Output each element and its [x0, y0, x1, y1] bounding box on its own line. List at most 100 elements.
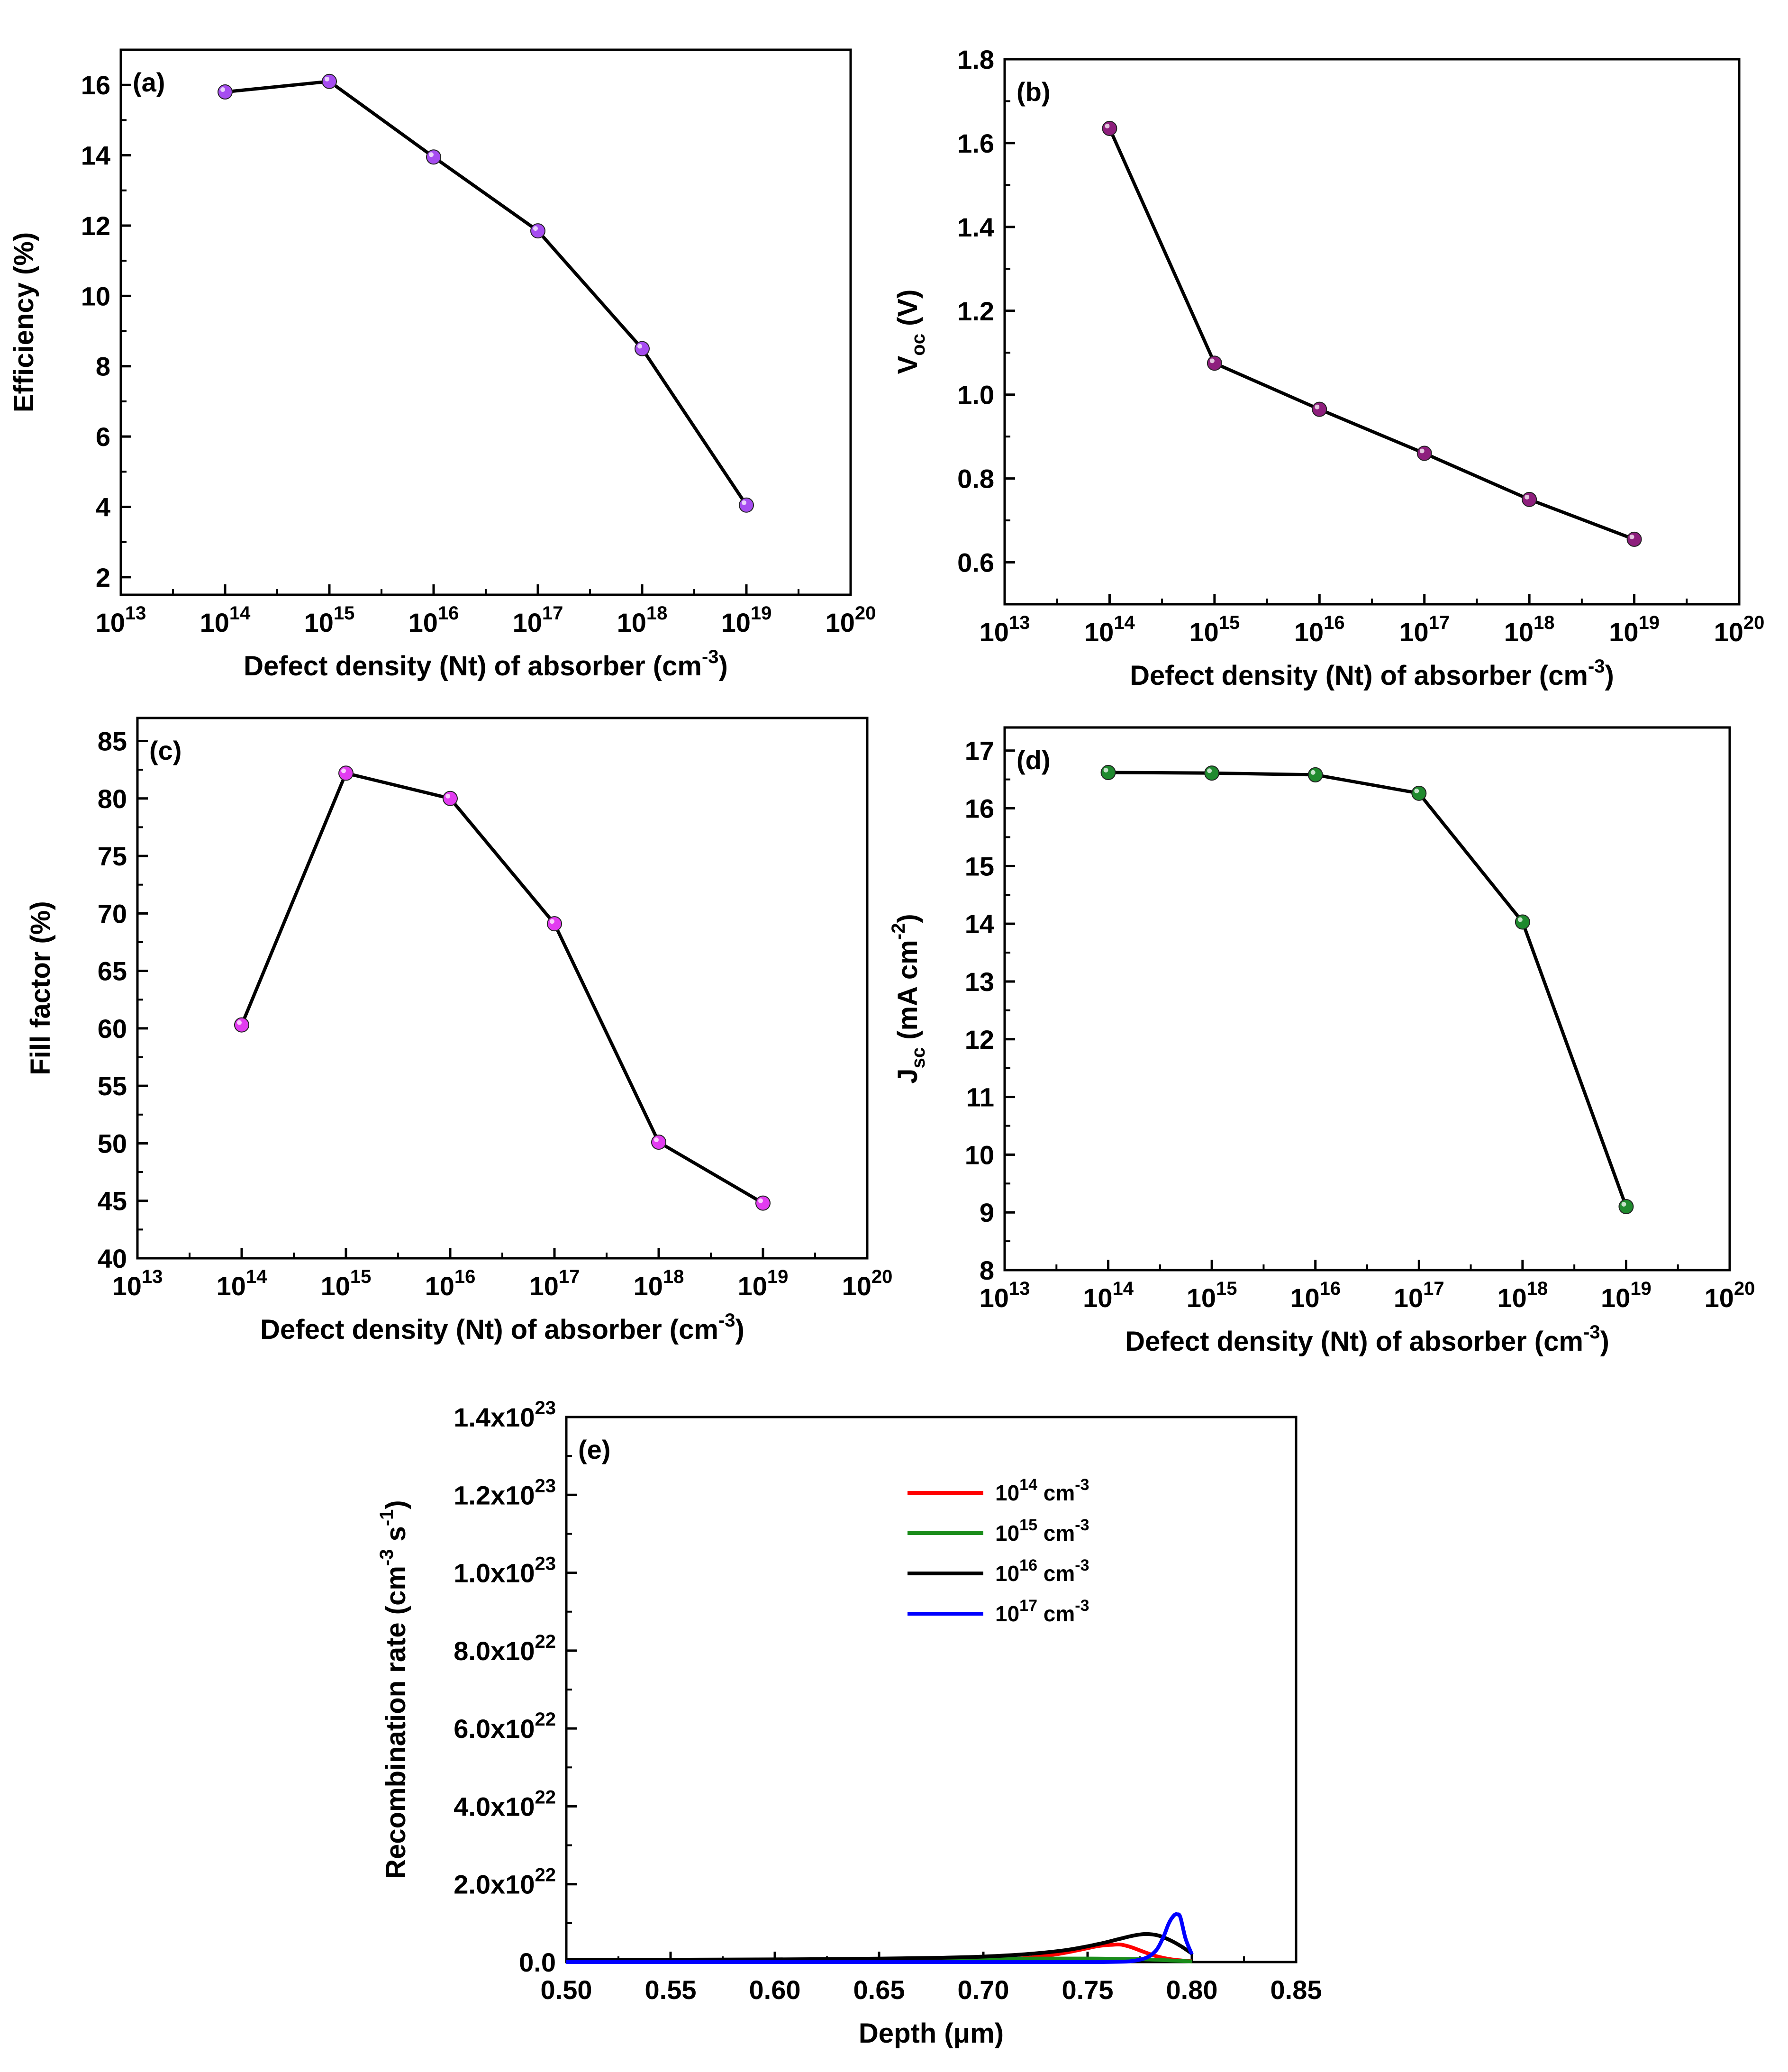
x-tick-exponent: 16	[438, 603, 459, 624]
y-axis-title: Jsc (mA cm-2)	[888, 914, 929, 1083]
legend-unit-exponent: -3	[1075, 1597, 1089, 1615]
x-tick-base: 10	[425, 1271, 454, 1301]
x-title-tail: )	[1605, 660, 1614, 691]
y-tick-label: 65	[98, 956, 127, 986]
x-tick-base: 10	[304, 608, 334, 637]
x-tick-base: 10	[408, 608, 438, 637]
x-title-sup: -3	[702, 646, 719, 667]
x-tick-label: 0.80	[1166, 1975, 1218, 2005]
x-tick-label: 1015	[304, 603, 355, 637]
x-tick-label: 1016	[408, 603, 459, 637]
y-axis-title: Recombination rate (cm-3 s-1)	[376, 1500, 411, 1879]
data-point	[1307, 767, 1323, 782]
x-tick-base: 10	[1187, 1283, 1216, 1313]
y-tick-exponent: 22	[535, 1709, 556, 1730]
x-tick-label: 1015	[1189, 612, 1240, 647]
y-title-sub: oc	[908, 334, 929, 356]
x-tick-label: 1014	[217, 1266, 268, 1301]
y-tick-label: 10	[81, 281, 110, 311]
y-tick-label: 1.4x1023	[454, 1398, 556, 1432]
data-point-highlight	[1105, 123, 1110, 128]
x-tick-exponent: 13	[1009, 612, 1030, 633]
x-tick-label: 1020	[826, 603, 876, 637]
y-tick-label: 15	[965, 851, 994, 881]
data-point-highlight	[654, 1137, 659, 1143]
data-point	[1618, 1199, 1634, 1215]
series-line	[1108, 127, 1635, 541]
y-title-sup2: -1	[376, 1509, 397, 1527]
data-point-highlight	[325, 76, 329, 82]
y-tick-label: 8.0x1022	[454, 1631, 556, 1666]
y-tick-label: 6	[96, 422, 110, 452]
x-tick-label: 0.60	[749, 1975, 801, 2005]
x-tick-base: 10	[1084, 617, 1114, 647]
data-point	[739, 497, 754, 513]
x-tick-exponent: 18	[1534, 612, 1555, 633]
y-tick-label: 2	[96, 563, 110, 592]
y-title-main: Fill factor (%)	[25, 901, 56, 1075]
y-tick-exponent: 22	[535, 1865, 556, 1886]
x-title-sup: -3	[718, 1310, 735, 1331]
y-tick-label: 85	[98, 727, 127, 756]
legend-unit: cm	[1037, 1521, 1075, 1545]
y-title-end: )	[381, 1500, 411, 1509]
y-tick-label: 16	[81, 70, 110, 100]
data-point	[1416, 445, 1432, 461]
data-point	[1411, 785, 1427, 801]
data-point-highlight	[237, 1020, 242, 1025]
legend-exponent: 17	[1019, 1597, 1037, 1615]
x-tick-base: 10	[200, 608, 229, 637]
data-point-highlight	[1315, 404, 1320, 409]
panel-label: (e)	[578, 1435, 610, 1464]
y-tick-label: 10	[965, 1140, 994, 1170]
data-point-highlight	[1209, 358, 1215, 364]
x-tick-label: 1020	[1714, 612, 1765, 647]
data-point	[218, 84, 233, 100]
x-tick-label: 1016	[1294, 612, 1345, 647]
data-point	[1626, 531, 1642, 547]
x-tick-base: 10	[1399, 617, 1428, 647]
y-tick-label: 1.2	[957, 296, 994, 326]
data-point-highlight	[742, 500, 746, 505]
x-tick-exponent: 19	[1638, 612, 1660, 633]
x-title-sup: -3	[1588, 656, 1605, 677]
y-tick-label: 80	[98, 784, 127, 814]
panel-label: (b)	[1017, 77, 1051, 107]
y-tick-exponent: 22	[535, 1631, 556, 1652]
data-point	[755, 1195, 771, 1211]
data-point-highlight	[1103, 768, 1108, 773]
x-tick-label: 1018	[1497, 1278, 1548, 1313]
data-point-highlight	[1414, 788, 1419, 793]
y-axis-title: Fill factor (%)	[25, 901, 56, 1075]
x-axis-title: Defect density (Nt) of absorber (cm-3)	[1130, 656, 1614, 691]
x-tick-base: 10	[1714, 617, 1743, 647]
legend-base: 10	[995, 1521, 1019, 1545]
y-tick-label: 8	[96, 352, 110, 382]
data-point-highlight	[550, 919, 554, 924]
legend-exponent: 16	[1019, 1556, 1037, 1574]
legend-base: 10	[995, 1481, 1019, 1505]
x-tick-label: 1015	[321, 1266, 372, 1301]
y-tick-mantissa: 1.4x10	[454, 1402, 535, 1432]
x-tick-label: 0.85	[1271, 1975, 1322, 2005]
x-title-tail: )	[719, 651, 728, 682]
legend-label: 1015 cm-3	[995, 1516, 1089, 1545]
x-tick-exponent: 20	[855, 603, 876, 624]
y-tick-label: 75	[98, 841, 127, 871]
y-tick-label: 40	[98, 1244, 127, 1273]
y-title-sub: sc	[908, 1047, 929, 1069]
legend-unit: cm	[1037, 1601, 1075, 1626]
x-tick-label: 1019	[1601, 1278, 1652, 1313]
data-point	[234, 1017, 249, 1033]
legend-label: 1017 cm-3	[995, 1597, 1089, 1626]
legend-exponent: 15	[1019, 1516, 1037, 1534]
y-title-sup: -3	[376, 1549, 397, 1566]
data-point	[530, 223, 545, 239]
x-tick-label: 0.65	[853, 1975, 905, 2005]
y-tick-label: 1.0x1023	[454, 1554, 556, 1588]
y-tick-label: 12	[965, 1025, 994, 1054]
y-tick-label: 4	[96, 492, 110, 522]
x-tick-exponent: 19	[767, 1266, 789, 1287]
data-point-highlight	[758, 1198, 763, 1203]
x-title-sup: -3	[1583, 1322, 1600, 1343]
